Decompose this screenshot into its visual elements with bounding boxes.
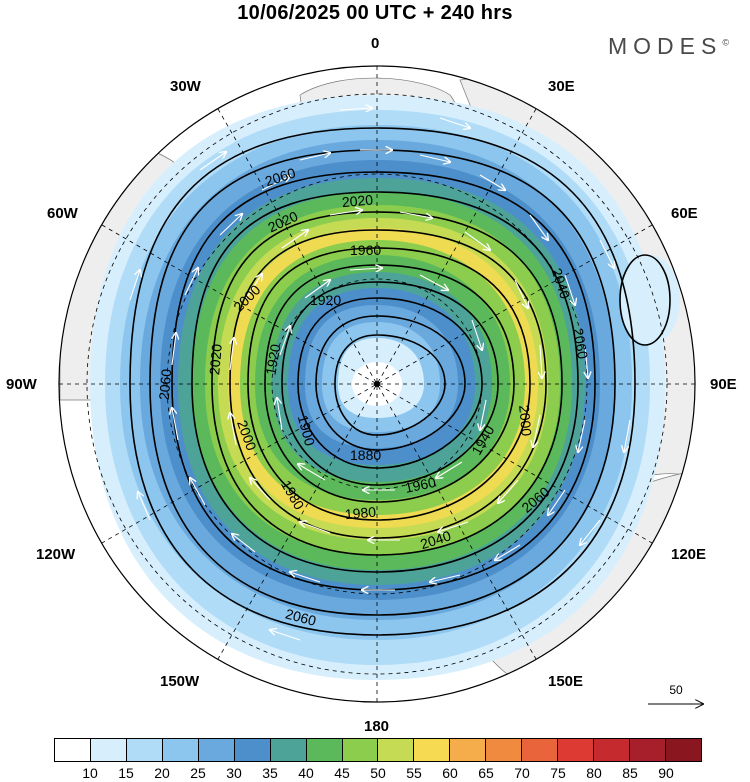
wind-speed-shading	[90, 95, 680, 680]
colorbar-label: 50	[370, 765, 386, 781]
colorbar-label: 65	[478, 765, 494, 781]
lon-label-150e: 150E	[548, 673, 584, 690]
lon-label-60e: 60E	[671, 205, 698, 222]
colorbar-label: 25	[190, 765, 206, 781]
colorbar-label: 70	[514, 765, 530, 781]
colorbar-label: 55	[406, 765, 422, 781]
contour-label: 1980	[344, 504, 377, 523]
colorbar-swatch	[90, 739, 127, 761]
colorbar-label: 10	[82, 765, 98, 781]
contour-label: 1920	[262, 343, 283, 377]
colorbar-swatch	[55, 739, 91, 761]
brand-logo: MODES©	[608, 33, 729, 60]
colorbar-swatch	[630, 739, 666, 761]
contour-label: 1960	[403, 474, 437, 496]
contour-label: 2060	[156, 368, 175, 401]
colorbar-swatch	[665, 739, 701, 761]
brand-text: MODES	[608, 33, 723, 59]
colorbar-swatch	[342, 739, 379, 761]
lon-label-90e: 90E	[710, 376, 737, 393]
colorbar-swatch	[558, 739, 595, 761]
colorbar-label: 60	[442, 765, 458, 781]
contour-label: 1880	[350, 447, 381, 463]
lon-label-180: 180	[364, 718, 390, 735]
lon-label-150w: 150W	[160, 673, 200, 690]
colorbar	[54, 738, 702, 762]
contour-label: 2020	[206, 343, 225, 376]
lon-label-60w: 60W	[47, 205, 78, 222]
colorbar-swatch	[198, 739, 235, 761]
colorbar-swatch	[306, 739, 343, 761]
contour-label: 2000	[516, 404, 535, 437]
lon-label-120w: 120W	[36, 546, 76, 563]
colorbar-swatch	[594, 739, 630, 761]
colorbar-label: 30	[226, 765, 242, 781]
colorbar-label: 90	[658, 765, 674, 781]
colorbar-swatch	[522, 739, 559, 761]
colorbar-swatch	[450, 739, 487, 761]
lon-label-90w: 90W	[6, 376, 37, 393]
lon-label-30e: 30E	[548, 78, 575, 95]
colorbar-label: 75	[550, 765, 566, 781]
colorbar-label: 35	[262, 765, 278, 781]
colorbar-swatch	[414, 739, 451, 761]
lon-label-120e: 120E	[671, 546, 707, 563]
contour-label: 2060	[284, 605, 318, 629]
colorbar-swatch	[486, 739, 523, 761]
contour-label: 1960	[350, 242, 381, 258]
colorbar-swatch	[378, 739, 415, 761]
map-title: 10/06/2025 00 UTC + 240 hrs	[237, 2, 513, 24]
colorbar-label: 45	[334, 765, 350, 781]
colorbar-label: 80	[586, 765, 602, 781]
brand-mark: ©	[722, 37, 729, 48]
colorbar-label: 15	[118, 765, 134, 781]
lon-label-0: 0	[371, 35, 380, 52]
colorbar-label: 40	[298, 765, 314, 781]
pole-marker	[374, 381, 380, 387]
contour-label: 1920	[310, 292, 341, 308]
contour-label: 2020	[341, 191, 374, 210]
colorbar-swatch	[234, 739, 271, 761]
colorbar-label: 85	[622, 765, 638, 781]
colorbar-swatch	[270, 739, 307, 761]
colorbar-swatch	[162, 739, 199, 761]
vector-reference-value: 50	[669, 683, 683, 697]
contour-label: 1900	[295, 413, 319, 447]
colorbar-label: 20	[154, 765, 170, 781]
lon-label-30w: 30W	[170, 78, 201, 95]
contour-label: 2060	[570, 327, 591, 361]
colorbar-swatch	[126, 739, 163, 761]
map-boundary	[58, 65, 696, 703]
wind-vectors	[129, 108, 631, 641]
